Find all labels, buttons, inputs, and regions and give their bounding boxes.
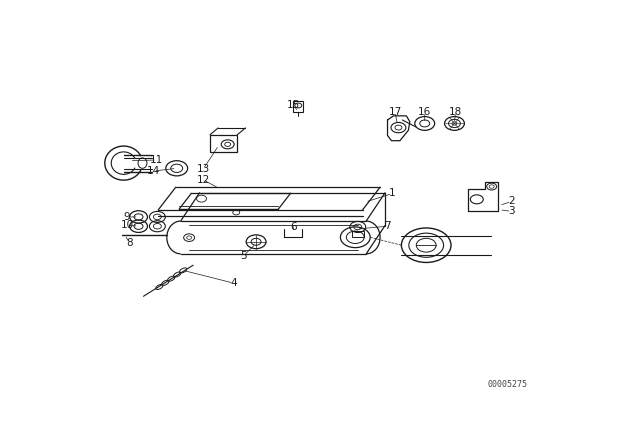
Text: 8: 8 xyxy=(126,238,133,248)
Text: 18: 18 xyxy=(449,107,462,117)
Text: 14: 14 xyxy=(147,166,160,176)
Text: 9: 9 xyxy=(124,212,131,222)
Bar xyxy=(210,135,237,152)
Text: 3: 3 xyxy=(508,207,515,216)
Text: 2: 2 xyxy=(508,196,515,207)
Text: 13: 13 xyxy=(196,164,210,174)
Text: 12: 12 xyxy=(196,175,210,185)
Text: 00005275: 00005275 xyxy=(488,380,527,389)
Text: 1: 1 xyxy=(389,189,396,198)
Text: 4: 4 xyxy=(230,278,237,288)
Bar xyxy=(293,101,303,112)
Bar xyxy=(352,231,364,237)
Text: 10: 10 xyxy=(120,220,134,230)
Text: 6: 6 xyxy=(290,222,296,232)
Text: 16: 16 xyxy=(418,107,431,117)
Text: 5: 5 xyxy=(241,250,247,261)
Text: 7: 7 xyxy=(384,221,391,231)
Text: 11: 11 xyxy=(150,155,163,165)
Text: 15: 15 xyxy=(287,100,300,110)
Text: 17: 17 xyxy=(388,107,401,117)
